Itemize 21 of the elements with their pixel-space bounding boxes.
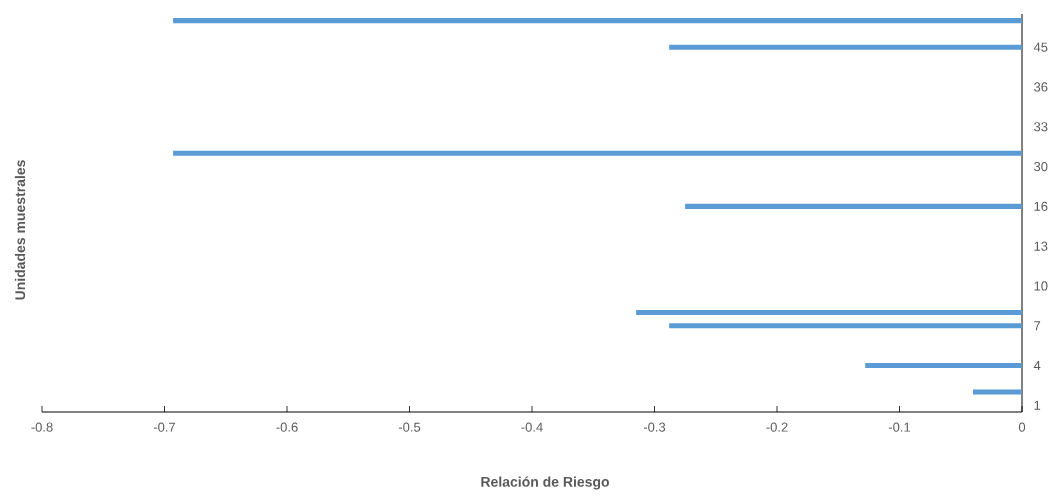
x-tick-label: -0.3 xyxy=(643,422,666,432)
x-tick-label: -0.5 xyxy=(398,422,421,432)
x-tick-label: -0.6 xyxy=(276,422,298,432)
x-tick-label: -0.8 xyxy=(31,422,53,432)
y-tick-label: 16 xyxy=(1034,201,1048,211)
x-axis-title: Relación de Riesgo xyxy=(481,476,610,490)
x-tick-label: 0 xyxy=(1018,422,1026,432)
x-tick-label: -0.4 xyxy=(521,422,543,432)
y-tick-label: 33 xyxy=(1034,122,1048,132)
y-tick-label: 13 xyxy=(1034,241,1048,251)
x-tick-label: -0.1 xyxy=(888,422,911,432)
y-tick-label: 10 xyxy=(1034,281,1048,291)
x-tick-label: -0.7 xyxy=(153,422,176,432)
y-tick-label: 45 xyxy=(1033,42,1048,52)
y-tick-label: 30 xyxy=(1034,161,1048,172)
y-tick-label: 1 xyxy=(1034,400,1041,410)
y-tick-label: 36 xyxy=(1034,82,1048,92)
y-tick-label: 7 xyxy=(1034,321,1041,331)
y-axis-title: Unidades muestrales xyxy=(14,160,26,300)
x-tick-label: -0.2 xyxy=(766,422,788,432)
y-tick-label: 4 xyxy=(1033,361,1041,371)
